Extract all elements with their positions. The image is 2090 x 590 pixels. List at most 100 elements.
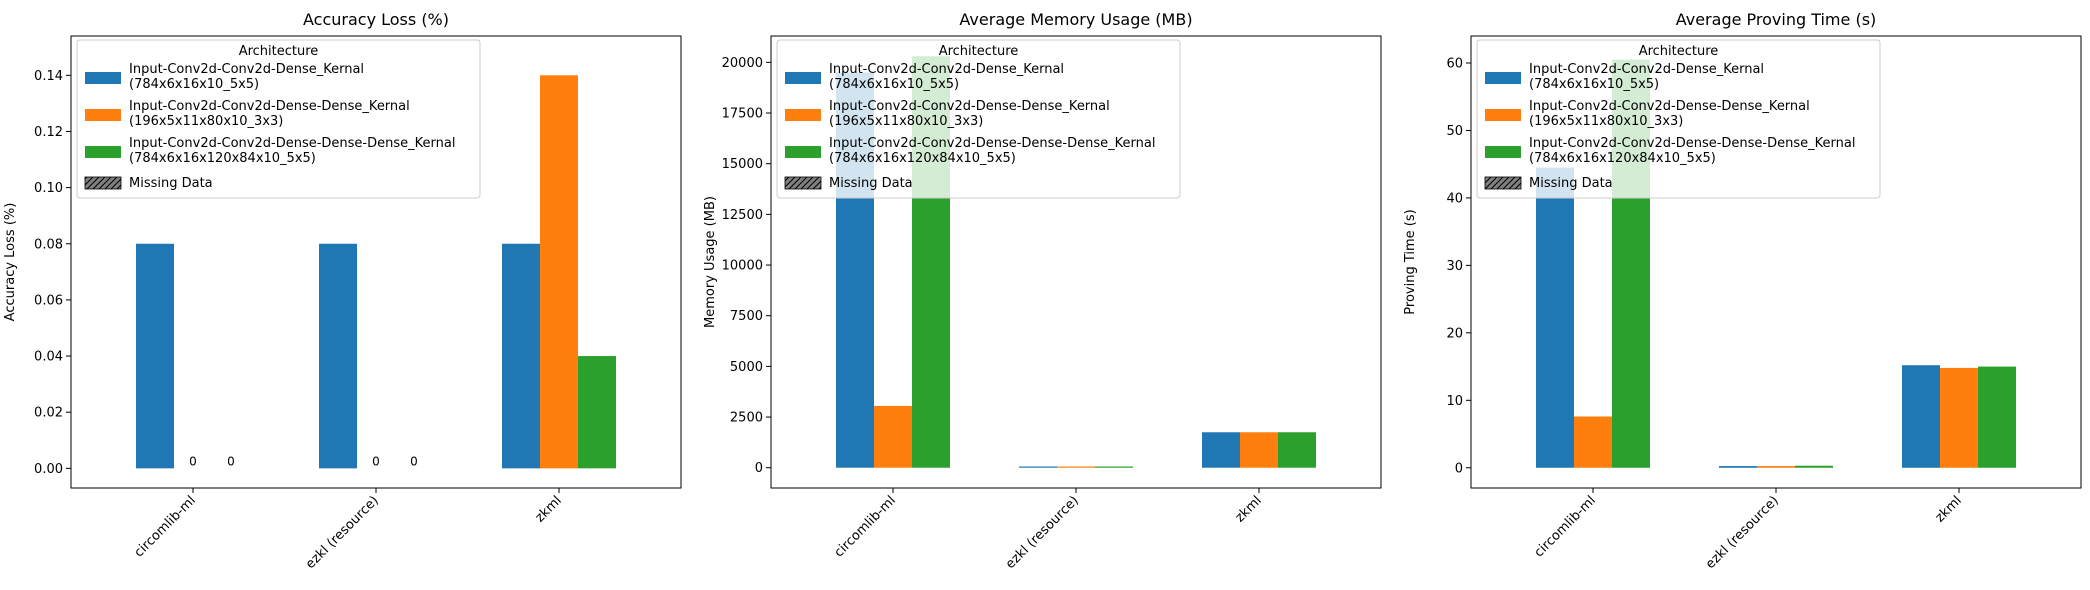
- bar: [1902, 365, 1940, 468]
- bar: [874, 405, 912, 468]
- bar: [1719, 466, 1757, 468]
- legend-swatch: [1485, 109, 1521, 121]
- legend-label: Input-Conv2d-Conv2d-Dense_Kernal: [1529, 62, 1764, 77]
- legend-label: Input-Conv2d-Conv2d-Dense-Dense_Kernal: [829, 99, 1110, 114]
- x-tick-label: circomlib-ml: [1532, 493, 1599, 560]
- y-tick-label: 10: [1446, 394, 1463, 409]
- legend-label: Input-Conv2d-Conv2d-Dense-Dense_Kernal: [1529, 99, 1810, 114]
- y-tick-label: 0: [1455, 461, 1463, 476]
- chart-panel-2: Average Memory Usage (MB) Memory Usage (M…: [703, 10, 1382, 572]
- data-label: 0: [227, 454, 235, 468]
- bar: [540, 75, 578, 469]
- y-tick-label: 7500: [730, 309, 763, 324]
- bar: [319, 243, 357, 469]
- legend-label: (784x6x16x120x84x10_5x5): [129, 151, 316, 166]
- y-tick-label: 20000: [722, 56, 763, 71]
- legend-label: (784x6x16x10_5x5): [829, 77, 959, 92]
- y-tick-label: 0.12: [34, 125, 63, 140]
- chart-panel-1: Accuracy Loss (%) Accuracy Loss (%) 0.00 0.…: [3, 10, 682, 572]
- x-tick-label: zkml: [1233, 493, 1265, 525]
- plot-frame: [1470, 35, 2082, 489]
- y-tick-label: 12500: [722, 208, 763, 223]
- x-tick-label: circomlib-ml: [832, 493, 899, 560]
- legend-label: Input-Conv2d-Conv2d-Dense_Kernal: [829, 62, 1064, 77]
- legend: Architecture Input-Conv2d-Conv2d-Dense_Ke…: [776, 39, 1181, 199]
- legend-swatch: [1485, 72, 1521, 84]
- data-label: 0: [372, 454, 380, 468]
- legend-label: Input-Conv2d-Conv2d-Dense_Kernal: [129, 62, 364, 77]
- legend-swatch-missing: [1484, 176, 1522, 190]
- legend-label: (784x6x16x120x84x10_5x5): [1529, 151, 1716, 166]
- legend-label: (784x6x16x10_5x5): [129, 77, 259, 92]
- legend-swatch: [785, 146, 821, 158]
- chart-title: Average Proving Time (s): [1676, 10, 1877, 29]
- legend-box: [76, 39, 481, 199]
- x-tick-label: ezkl (resource): [303, 493, 382, 572]
- data-label: 0: [410, 454, 418, 468]
- legend-swatch: [85, 146, 121, 158]
- x-tick-label: zkml: [533, 493, 565, 525]
- y-axis-label: Accuracy Loss (%): [3, 203, 18, 322]
- plot-frame: [70, 35, 682, 489]
- y-tick-label: 20: [1446, 326, 1463, 341]
- bar: [1757, 466, 1795, 468]
- y-tick-label: 15000: [722, 157, 763, 172]
- bar: [1202, 432, 1240, 468]
- legend-label: Input-Conv2d-Conv2d-Dense-Dense-Dense_Ke…: [1529, 136, 1855, 151]
- bar: [1240, 432, 1278, 468]
- bar: [1095, 466, 1133, 468]
- legend-label: Input-Conv2d-Conv2d-Dense-Dense-Dense_Ke…: [129, 136, 455, 151]
- legend-swatch: [1485, 146, 1521, 158]
- x-tick-label: ezkl (resource): [1003, 493, 1082, 572]
- legend-swatch: [85, 72, 121, 84]
- legend: Architecture Input-Conv2d-Conv2d-Dense_Ke…: [1476, 39, 1881, 199]
- y-tick-label: 40: [1446, 191, 1463, 206]
- legend-label: Missing Data: [829, 176, 913, 191]
- legend-swatch-missing: [84, 176, 122, 190]
- data-label: 0: [189, 454, 197, 468]
- y-axis-label: Memory Usage (MB): [703, 196, 718, 328]
- bar: [1940, 367, 1978, 468]
- y-tick-label: 0.04: [34, 350, 63, 365]
- y-tick-label: 50: [1446, 124, 1463, 139]
- y-axis-label: Proving Time (s): [1403, 209, 1418, 314]
- legend-label: (784x6x16x10_5x5): [1529, 77, 1659, 92]
- legend-swatch: [85, 109, 121, 121]
- legend-swatch: [785, 109, 821, 121]
- x-tick-label: circomlib-ml: [132, 493, 199, 560]
- y-tick-label: 17500: [722, 107, 763, 122]
- bar: [1278, 432, 1316, 468]
- legend-label: Missing Data: [129, 176, 213, 191]
- legend-swatch-missing: [784, 176, 822, 190]
- y-tick-label: 60: [1446, 56, 1463, 71]
- bar: [1019, 466, 1057, 468]
- bar: [1057, 466, 1095, 468]
- bar: [578, 356, 616, 469]
- y-tick-label: 5000: [730, 360, 763, 375]
- bar: [1795, 465, 1833, 468]
- legend-label: Input-Conv2d-Conv2d-Dense-Dense_Kernal: [129, 99, 410, 114]
- legend-label: (196x5x11x80x10_3x3): [829, 114, 983, 129]
- chart-title: Accuracy Loss (%): [303, 10, 449, 29]
- plot-frame: [770, 35, 1382, 489]
- legend-title: Architecture: [939, 44, 1019, 59]
- y-tick-label: 0.10: [34, 181, 63, 196]
- legend-title: Architecture: [1639, 44, 1719, 59]
- chart-title: Average Memory Usage (MB): [959, 10, 1192, 29]
- y-tick-label: 0: [755, 461, 763, 476]
- y-tick-label: 2500: [730, 411, 763, 426]
- bar: [502, 243, 540, 469]
- x-tick-label: ezkl (resource): [1703, 493, 1782, 572]
- legend-label: Missing Data: [1529, 176, 1613, 191]
- legend: Architecture Input-Conv2d-Conv2d-Dense_Ke…: [76, 39, 481, 199]
- y-tick-label: 0.02: [34, 406, 63, 421]
- y-tick-label: 30: [1446, 259, 1463, 274]
- y-tick-label: 0.06: [34, 293, 63, 308]
- legend-label: (784x6x16x120x84x10_5x5): [829, 151, 1016, 166]
- legend-label: Input-Conv2d-Conv2d-Dense-Dense-Dense_Ke…: [829, 136, 1155, 151]
- bar: [1574, 416, 1612, 468]
- legend-box: [776, 39, 1181, 199]
- y-tick-label: 0.14: [34, 69, 63, 84]
- legend-title: Architecture: [239, 44, 319, 59]
